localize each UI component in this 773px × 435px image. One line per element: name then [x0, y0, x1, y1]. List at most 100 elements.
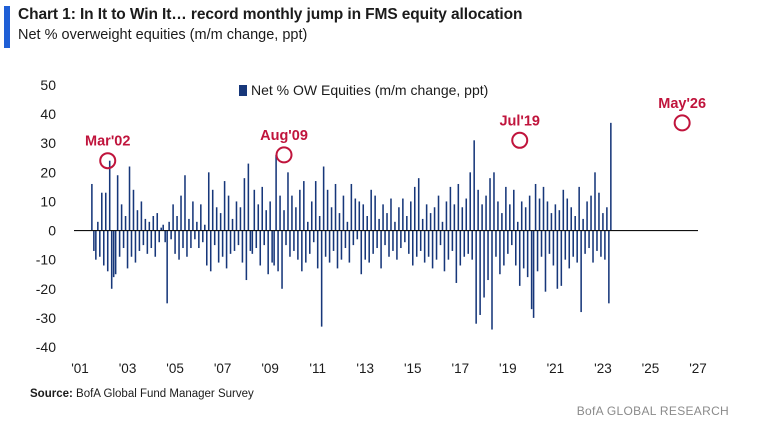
bar	[518, 230, 521, 286]
bar	[295, 207, 297, 231]
bar	[348, 230, 351, 263]
bar	[491, 230, 493, 330]
x-tick-label: '25	[642, 361, 660, 376]
bar	[106, 230, 109, 272]
chart-subtitle: Net % overweight equities (m/m change, p…	[18, 27, 308, 43]
bar	[176, 216, 178, 231]
bar	[425, 204, 428, 231]
bar	[604, 230, 606, 260]
bar	[344, 230, 347, 249]
annotation-label: Jul'19	[499, 113, 540, 129]
bar	[455, 230, 458, 283]
bar	[247, 163, 250, 231]
bar	[138, 230, 141, 251]
bar	[316, 230, 319, 269]
bar	[513, 189, 515, 231]
bar	[586, 201, 588, 231]
annotation-label: Aug'09	[260, 128, 308, 144]
bar	[91, 183, 93, 231]
bar	[188, 218, 190, 231]
bar	[362, 204, 365, 231]
bar	[237, 230, 240, 246]
bar	[410, 201, 412, 231]
bar	[324, 230, 327, 257]
bar	[415, 230, 418, 257]
bar	[124, 216, 127, 231]
brand-label: BofA GLOBAL RESEARCH	[576, 404, 729, 418]
bar	[564, 230, 567, 260]
bar	[592, 230, 594, 263]
bar	[190, 230, 192, 249]
bar	[419, 230, 422, 251]
bar	[202, 230, 204, 243]
bar	[524, 207, 527, 231]
bar	[287, 172, 289, 231]
bar	[332, 230, 335, 251]
x-tick-label: '11	[309, 361, 326, 376]
bar	[225, 230, 228, 269]
bar	[483, 230, 485, 298]
x-tick-label: '05	[166, 361, 184, 376]
bar	[495, 230, 497, 257]
bar	[281, 230, 283, 289]
bar	[394, 221, 396, 231]
bar	[101, 192, 103, 231]
bar	[112, 230, 115, 278]
bar	[404, 230, 406, 243]
y-tick-label: 0	[48, 223, 56, 239]
bar	[542, 186, 545, 231]
bar	[485, 195, 487, 231]
bar	[213, 230, 216, 246]
bar	[97, 221, 99, 231]
bar	[108, 160, 111, 231]
bar	[140, 201, 143, 231]
bar	[130, 230, 133, 257]
y-tick-label: -10	[36, 252, 56, 268]
bar	[265, 210, 267, 231]
annotation-circle	[99, 152, 117, 170]
bar	[449, 186, 452, 231]
bar	[538, 198, 541, 231]
bar	[134, 230, 137, 263]
bar	[350, 183, 353, 231]
y-tick-label: 10	[40, 193, 56, 209]
bar	[297, 230, 299, 260]
bar	[338, 213, 341, 231]
bar	[122, 230, 125, 249]
bar	[477, 189, 479, 231]
chart-title: Chart 1: In It to Win It… record monthly…	[18, 6, 523, 23]
bar	[596, 230, 598, 251]
bar	[95, 230, 97, 260]
bar	[370, 189, 372, 231]
bar	[380, 230, 382, 269]
bar	[152, 216, 155, 231]
bar	[227, 195, 230, 231]
annotation-circle	[511, 131, 529, 149]
bar	[473, 140, 475, 231]
bar	[312, 230, 315, 243]
bar	[582, 218, 584, 231]
bar	[255, 230, 258, 249]
bar	[526, 230, 529, 278]
bar	[320, 230, 323, 327]
bar	[356, 230, 359, 240]
bar	[576, 230, 578, 263]
bar	[374, 195, 376, 231]
bar	[402, 198, 404, 231]
bar	[366, 216, 368, 231]
bar	[318, 216, 321, 231]
bar	[516, 221, 519, 231]
bar	[326, 189, 329, 231]
bar	[239, 207, 242, 231]
bar	[435, 230, 438, 260]
bar	[528, 195, 531, 231]
bar	[104, 192, 107, 231]
bar	[334, 183, 337, 231]
bar	[196, 221, 198, 231]
bar	[594, 172, 596, 231]
bar	[606, 207, 608, 231]
bar	[507, 230, 509, 254]
bar	[310, 201, 313, 231]
bar	[307, 221, 309, 231]
bar	[479, 230, 481, 315]
